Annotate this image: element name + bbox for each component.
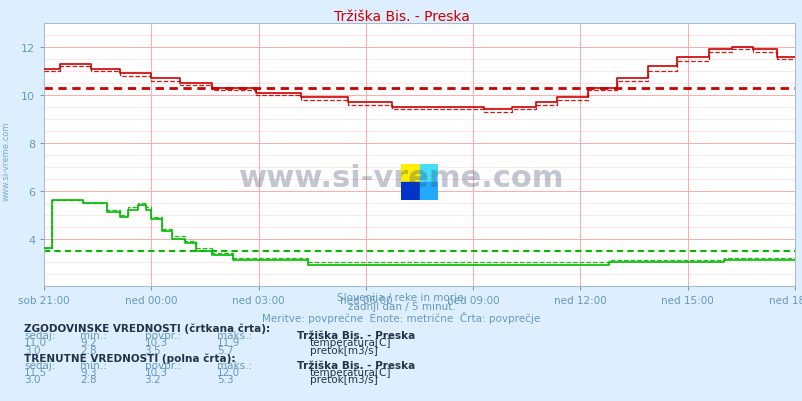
- Text: 12.0: 12.0: [217, 367, 240, 377]
- Text: 3.2: 3.2: [144, 375, 161, 385]
- Text: 5.3: 5.3: [217, 375, 233, 385]
- Text: 11.9: 11.9: [217, 338, 240, 348]
- Text: 10.3: 10.3: [144, 338, 168, 348]
- Text: Tržiška Bis. - Preska: Tržiška Bis. - Preska: [297, 360, 415, 370]
- Bar: [401, 164, 419, 182]
- Text: 2.8: 2.8: [80, 375, 97, 385]
- Bar: [419, 164, 437, 182]
- Text: www.si-vreme.com: www.si-vreme.com: [2, 121, 11, 200]
- Text: sedaj:: sedaj:: [24, 330, 55, 340]
- Text: maks.:: maks.:: [217, 330, 252, 340]
- Text: temperatura[C]: temperatura[C]: [310, 367, 391, 377]
- Text: 9.3: 9.3: [80, 367, 97, 377]
- Text: Slovenija / reke in morje.: Slovenija / reke in morje.: [336, 292, 466, 302]
- Text: 10.3: 10.3: [144, 367, 168, 377]
- Text: zadnji dan / 5 minut.: zadnji dan / 5 minut.: [347, 302, 455, 312]
- Text: povpr.:: povpr.:: [144, 360, 180, 370]
- Text: TRENUTNE VREDNOSTI (polna črta):: TRENUTNE VREDNOSTI (polna črta):: [24, 352, 235, 363]
- Text: pretok[m3/s]: pretok[m3/s]: [310, 345, 377, 355]
- Text: 11.5: 11.5: [24, 367, 47, 377]
- Text: www.si-vreme.com: www.si-vreme.com: [238, 164, 564, 193]
- Text: 3.0: 3.0: [24, 375, 41, 385]
- Text: povpr.:: povpr.:: [144, 330, 180, 340]
- Text: min.:: min.:: [80, 360, 107, 370]
- Text: pretok[m3/s]: pretok[m3/s]: [310, 375, 377, 385]
- Text: Tržiška Bis. - Preska: Tržiška Bis. - Preska: [333, 10, 469, 24]
- Text: maks.:: maks.:: [217, 360, 252, 370]
- Text: 11.0: 11.0: [24, 338, 47, 348]
- Text: 3.5: 3.5: [144, 345, 161, 355]
- Text: ZGODOVINSKE VREDNOSTI (črtkana črta):: ZGODOVINSKE VREDNOSTI (črtkana črta):: [24, 323, 270, 333]
- Bar: [401, 182, 419, 200]
- Text: 2.8: 2.8: [80, 345, 97, 355]
- Text: 5.7: 5.7: [217, 345, 233, 355]
- Bar: [419, 182, 437, 200]
- Text: temperatura[C]: temperatura[C]: [310, 338, 391, 348]
- Text: min.:: min.:: [80, 330, 107, 340]
- Text: Meritve: povprečne  Enote: metrične  Črta: povprečje: Meritve: povprečne Enote: metrične Črta:…: [262, 311, 540, 323]
- Text: 9.2: 9.2: [80, 338, 97, 348]
- Text: sedaj:: sedaj:: [24, 360, 55, 370]
- Text: 3.0: 3.0: [24, 345, 41, 355]
- Text: Tržiška Bis. - Preska: Tržiška Bis. - Preska: [297, 330, 415, 340]
